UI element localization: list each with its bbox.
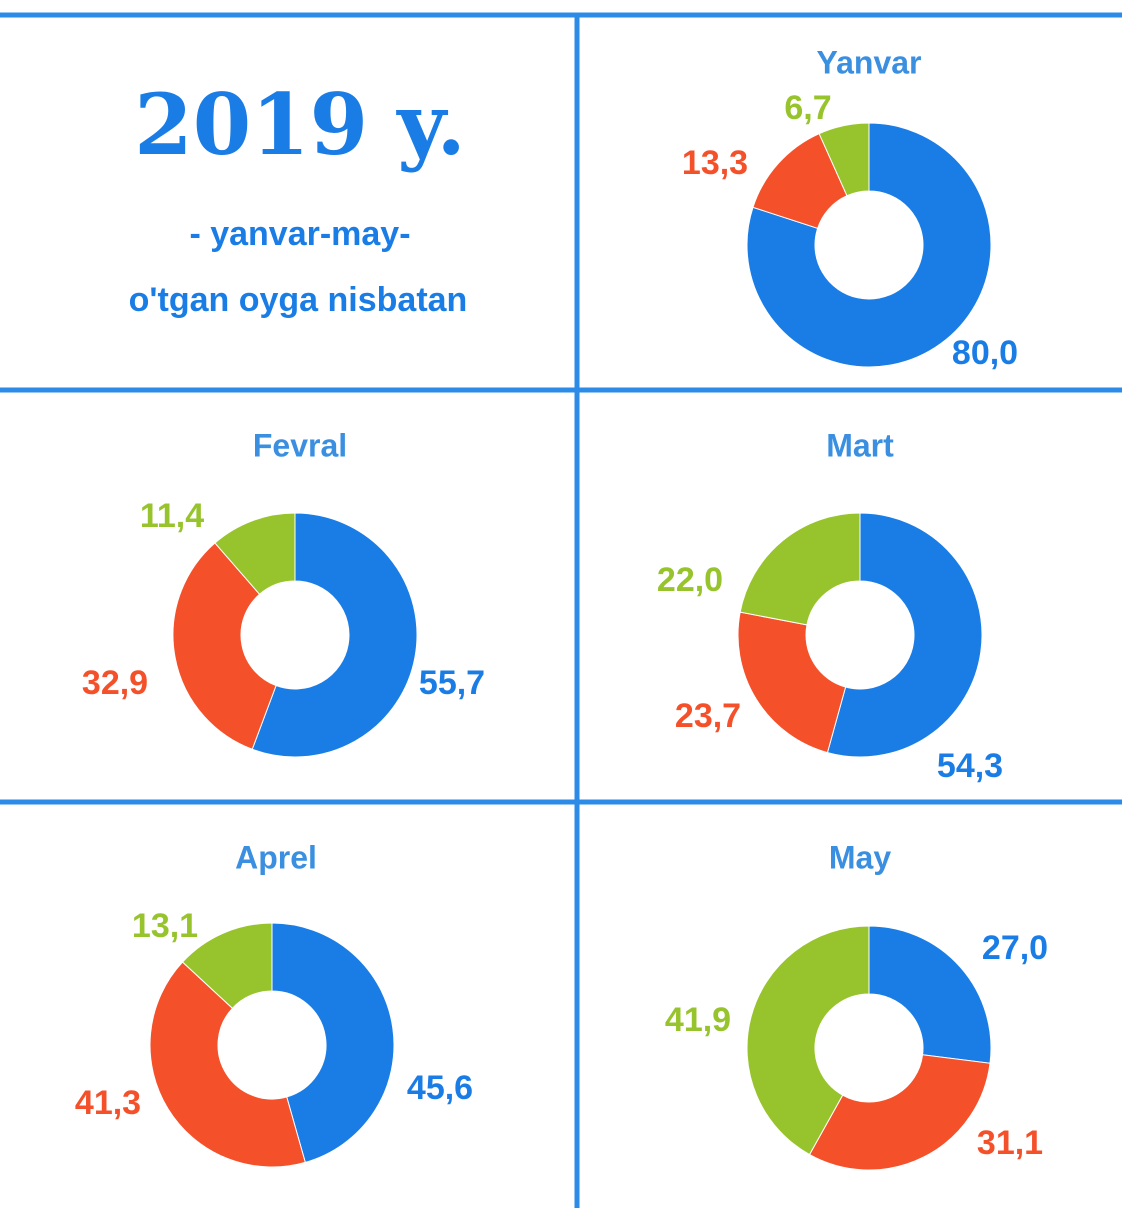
value-label: 41,9 <box>665 1001 731 1039</box>
value-label: 31,1 <box>977 1124 1043 1162</box>
donut-segment <box>746 925 870 1156</box>
donut-segment <box>739 512 861 626</box>
donut-segment <box>214 512 296 595</box>
value-label: 32,9 <box>82 664 148 702</box>
donut-segment <box>149 961 306 1168</box>
value-label: 80,0 <box>952 334 1018 372</box>
donut-segment <box>737 611 847 754</box>
donut-segment <box>868 925 992 1064</box>
header-subtitle: - yanvar-may- <box>189 215 410 253</box>
donut-segment <box>808 1054 991 1171</box>
value-label: 41,3 <box>75 1084 141 1122</box>
chart-title: Aprel <box>235 839 317 875</box>
chart-title: Yanvar <box>817 44 922 80</box>
donut-segment <box>818 122 870 197</box>
value-label: 13,1 <box>132 907 198 945</box>
donut-segment <box>251 512 418 758</box>
value-label: 6,7 <box>784 89 831 127</box>
value-label: 22,0 <box>657 561 723 599</box>
donut-segment <box>181 922 273 1009</box>
donut-segment <box>271 922 395 1163</box>
chart-title: Fevral <box>253 427 347 463</box>
value-label: 23,7 <box>675 697 741 735</box>
header-note: o'tgan oyga nisbatan <box>129 281 468 319</box>
header-title: 2019 y. <box>134 75 465 174</box>
value-label: 11,4 <box>140 497 204 535</box>
chart-title: May <box>829 839 891 875</box>
donut-segment <box>172 542 277 750</box>
chart-title: Mart <box>826 427 894 463</box>
donut-segment <box>826 512 983 758</box>
value-label: 27,0 <box>982 929 1048 967</box>
value-label: 55,7 <box>419 664 485 702</box>
donut-segment <box>746 122 992 368</box>
value-label: 13,3 <box>682 144 748 182</box>
value-label: 45,6 <box>407 1069 473 1107</box>
value-label: 54,3 <box>937 747 1003 785</box>
